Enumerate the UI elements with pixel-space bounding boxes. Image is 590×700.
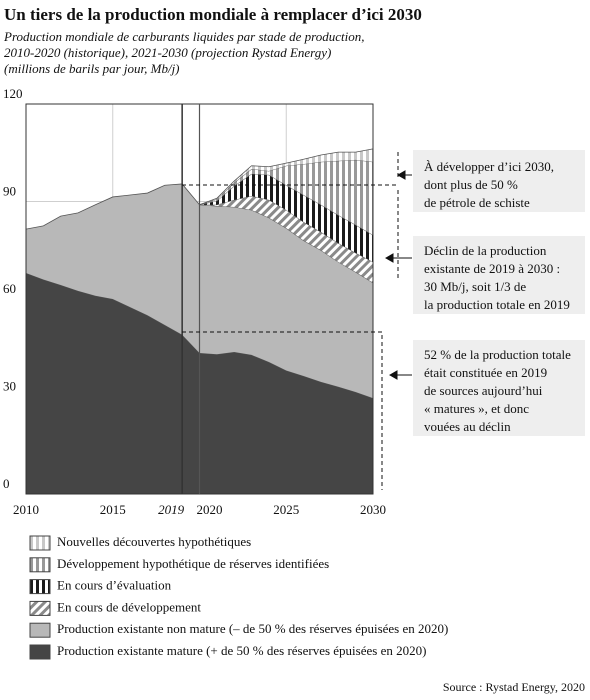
legend-label: Nouvelles découvertes hypothétiques xyxy=(57,534,251,549)
legend-swatch xyxy=(29,579,51,595)
annotation-text: était constituée en 2019 xyxy=(424,365,547,380)
annotation-text: la production totale en 2019 xyxy=(424,297,570,312)
annotation-text: dont plus de 50 % xyxy=(424,177,518,192)
subtitle: 2010-2020 (historique), 2021-2030 (proje… xyxy=(4,45,331,60)
subtitle: Production mondiale de carburants liquid… xyxy=(3,29,364,44)
annotation-text: « matures », et donc xyxy=(424,401,529,416)
x-tick-label: 2020 xyxy=(197,502,223,517)
x-tick-label: 2030 xyxy=(360,502,386,517)
annotation-text: de sources aujourd’hui xyxy=(424,383,543,398)
legend-label: Développement hypothétique de réserves i… xyxy=(57,556,329,571)
legend-label: En cours d’évaluation xyxy=(57,578,172,593)
legend-swatch xyxy=(29,535,51,551)
annotation-arrows xyxy=(384,170,412,380)
legend-label: Production existante mature (+ de 50 % d… xyxy=(57,643,426,658)
y-tick-label: 0 xyxy=(3,476,10,491)
annotation-box xyxy=(413,150,585,212)
source: Source : Rystad Energy, 2020 xyxy=(443,680,585,694)
annotation-text: vouées au déclin xyxy=(424,419,511,434)
area-fill xyxy=(199,159,373,235)
annotation-text: de pétrole de schiste xyxy=(424,195,530,210)
legend-swatch xyxy=(29,557,51,573)
y-tick-label: 90 xyxy=(3,183,16,198)
x-tick-label: 2025 xyxy=(273,502,299,517)
annotation-text: À développer d’ici 2030, xyxy=(424,159,554,174)
legend-swatch xyxy=(29,622,51,638)
x-tick-label: 2010 xyxy=(13,502,39,517)
x-tick-label: 2015 xyxy=(100,502,126,517)
x-tick-label: 2019 xyxy=(158,502,185,517)
plot: 0 30 60 90 120 2010 2015 2019 2020 2025 2030 xyxy=(3,86,386,517)
area xyxy=(199,148,374,206)
area-fill xyxy=(199,195,373,283)
legend: Nouvelles découvertes hypothétiques Dével… xyxy=(29,534,448,660)
annotations: À développer d’ici 2030, dont plus de 50 … xyxy=(182,150,585,490)
annotation-text: Déclin de la production xyxy=(424,243,547,258)
legend-label: En cours de développement xyxy=(57,599,201,614)
annotation-box xyxy=(413,236,585,314)
legend-swatch xyxy=(29,644,51,660)
chart-title: Un tiers de la production mondiale à rem… xyxy=(4,5,422,24)
subtitle: (millions de barils par jour, Mb/j) xyxy=(4,61,180,76)
annotation-box xyxy=(413,340,585,436)
area-fill xyxy=(199,148,373,205)
area-fill xyxy=(199,173,373,262)
annotation-text: 52 % de la production totale xyxy=(424,347,571,362)
y-tick-label: 30 xyxy=(3,378,16,393)
annotation-text: 30 Mb/j, soit 1/3 de xyxy=(424,279,526,294)
annotation-text: existante de 2019 à 2030 : xyxy=(424,261,560,276)
legend-swatch xyxy=(29,600,51,616)
y-tick-label: 60 xyxy=(3,281,16,296)
legend-label: Production existante non mature (– de 50… xyxy=(57,621,448,636)
y-tick-label: 120 xyxy=(3,86,23,101)
